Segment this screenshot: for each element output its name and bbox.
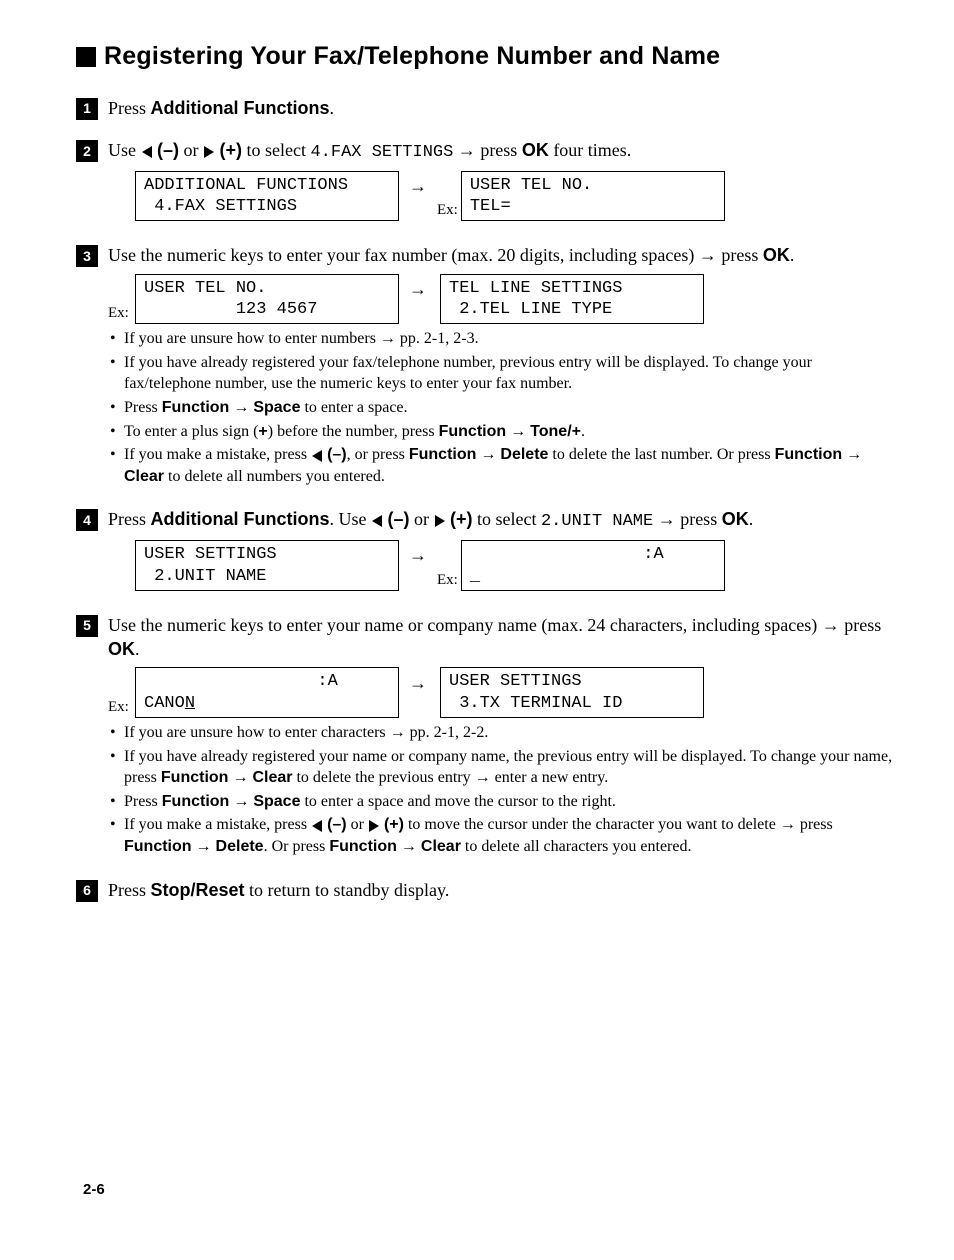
step-text: Press Stop/Reset to return to standby di…: [108, 878, 896, 902]
step-number-badge: 4: [76, 509, 98, 531]
step: 1 Press Additional Functions.: [76, 96, 896, 120]
step-body: Press Additional Functions.: [108, 96, 896, 120]
notes-list: If you are unsure how to enter numbers →…: [108, 328, 896, 487]
step-text: Use (–) or (+) to select 4.FAX SETTINGS …: [108, 138, 896, 165]
note-item: If you have already registered your name…: [108, 746, 896, 789]
page-number: 2-6: [83, 1180, 105, 1200]
section-header: Registering Your Fax/Telephone Number an…: [76, 40, 896, 74]
step-body: Press Additional Functions. Use (–) or (…: [108, 507, 896, 594]
section-title: Registering Your Fax/Telephone Number an…: [104, 40, 720, 74]
ex-label: Ex:: [437, 570, 458, 591]
ex-label: [108, 590, 132, 591]
ex-label: [108, 220, 132, 221]
lcd-display: ADDITIONAL FUNCTIONS 4.FAX SETTINGS: [135, 171, 399, 222]
step-text: Press Additional Functions. Use (–) or (…: [108, 507, 896, 534]
step-text: Use the numeric keys to enter your name …: [108, 613, 896, 662]
note-item: To enter a plus sign (+) before the numb…: [108, 421, 896, 443]
step: 5 Use the numeric keys to enter your name…: [76, 613, 896, 860]
step-number-badge: 2: [76, 140, 98, 162]
step-body: Use (–) or (+) to select 4.FAX SETTINGS …: [108, 138, 896, 225]
step: 3 Use the numeric keys to enter your fax …: [76, 243, 896, 489]
ex-label: Ex:: [108, 697, 132, 718]
note-item: If you have already registered your fax/…: [108, 352, 896, 395]
step-body: Use the numeric keys to enter your fax n…: [108, 243, 896, 489]
lcd-display: :A CANON: [135, 667, 399, 718]
note-item: Press Function → Space to enter a space …: [108, 791, 896, 813]
step-text: Use the numeric keys to enter your fax n…: [108, 243, 896, 267]
step: 4 Press Additional Functions. Use (–) or …: [76, 507, 896, 594]
arrow-icon: →: [409, 277, 427, 301]
step-number-badge: 3: [76, 245, 98, 267]
note-item: If you make a mistake, press (–), or pre…: [108, 444, 896, 487]
step-text: Press Additional Functions.: [108, 96, 896, 120]
lcd-display: USER TEL NO. 123 4567: [135, 274, 399, 325]
lcd-display: USER TEL NO. TEL=: [461, 171, 725, 222]
step: 6 Press Stop/Reset to return to standby d…: [76, 878, 896, 902]
arrow-icon: →: [409, 174, 427, 198]
note-item: If you make a mistake, press (–) or (+) …: [108, 814, 896, 857]
ex-label: Ex:: [437, 200, 458, 221]
display-row: Ex: :A CANON → USER SETTINGS 3.TX TERMINAL…: [108, 667, 896, 718]
square-bullet-icon: [76, 47, 96, 67]
note-item: If you are unsure how to enter character…: [108, 722, 896, 744]
notes-list: If you are unsure how to enter character…: [108, 722, 896, 858]
lcd-display: USER SETTINGS 2.UNIT NAME: [135, 540, 399, 591]
arrow-icon: →: [409, 671, 427, 695]
step-body: Press Stop/Reset to return to standby di…: [108, 878, 896, 902]
lcd-display: USER SETTINGS 3.TX TERMINAL ID: [440, 667, 704, 718]
display-row: USER SETTINGS 2.UNIT NAME → Ex: :A _: [108, 540, 896, 591]
step-body: Use the numeric keys to enter your name …: [108, 613, 896, 860]
display-row: ADDITIONAL FUNCTIONS 4.FAX SETTINGS → Ex:U…: [108, 171, 896, 222]
step: 2 Use (–) or (+) to select 4.FAX SETTINGS…: [76, 138, 896, 225]
lcd-display: :A _: [461, 540, 725, 591]
step-number-badge: 5: [76, 615, 98, 637]
step-number-badge: 6: [76, 880, 98, 902]
lcd-display: TEL LINE SETTINGS 2.TEL LINE TYPE: [440, 274, 704, 325]
step-number-badge: 1: [76, 98, 98, 120]
ex-label: Ex:: [108, 303, 132, 324]
note-item: Press Function → Space to enter a space.: [108, 397, 896, 419]
display-row: Ex:USER TEL NO. 123 4567 → TEL LINE SETTIN…: [108, 274, 896, 325]
arrow-icon: →: [409, 543, 427, 567]
note-item: If you are unsure how to enter numbers →…: [108, 328, 896, 350]
steps-container: 1 Press Additional Functions. 2 Use (–) or …: [58, 96, 896, 902]
